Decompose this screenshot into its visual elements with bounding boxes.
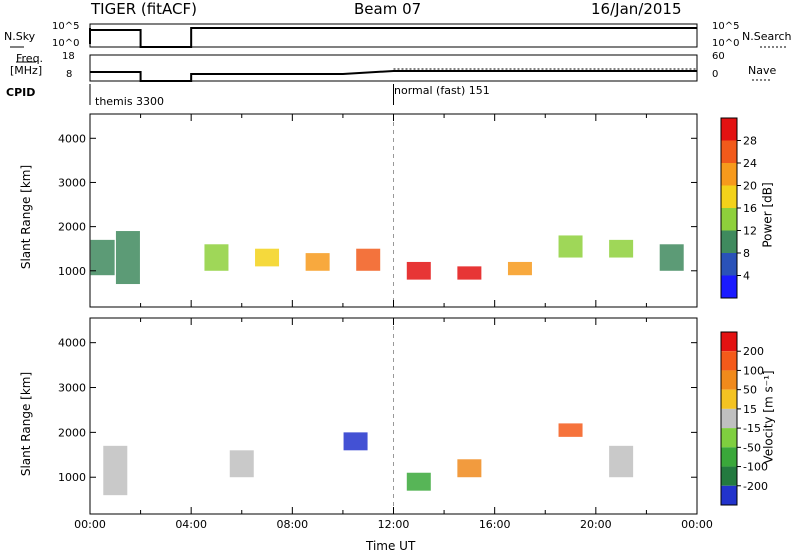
colorbar-tick-label: 28 xyxy=(743,135,757,148)
heat-cell xyxy=(457,459,482,478)
colorbar-swatch xyxy=(721,466,737,486)
colorbar-swatch xyxy=(721,208,737,231)
power-colorbar-label: Power [dB] xyxy=(760,182,775,248)
colorbar-swatch xyxy=(721,140,737,163)
colorbar-tick-label: 4 xyxy=(743,270,750,283)
nsky-tick-bottom: 10^0 xyxy=(52,38,80,49)
colorbar-tick-label: -200 xyxy=(743,480,768,493)
heat-cell xyxy=(609,239,634,258)
heat-cell xyxy=(90,239,115,276)
colorbar-tick-label: -15 xyxy=(743,422,761,435)
colorbar-swatch xyxy=(721,253,737,276)
colorbar-swatch xyxy=(721,370,737,390)
ytick-label: 3000 xyxy=(58,382,86,395)
ytick-label: 2000 xyxy=(58,221,86,234)
nsearch-label: N.Search xyxy=(742,30,792,43)
velocity-ylabel: Slant Range [km] xyxy=(19,371,34,477)
colorbar-tick-label: 16 xyxy=(743,202,757,215)
ytick-label: 4000 xyxy=(58,132,86,145)
colorbar-tick-label: 12 xyxy=(743,225,757,238)
ytick-label: 1000 xyxy=(58,471,86,484)
colorbar-swatch xyxy=(721,275,737,298)
xtick-label: 00:00 xyxy=(74,518,106,531)
beam-title: Beam 07 xyxy=(354,0,422,18)
heat-cell xyxy=(356,248,381,271)
nsearch-tick-top: 10^5 xyxy=(712,21,740,32)
heat-cell xyxy=(609,445,634,478)
cpid-mode-1: themis 3300 xyxy=(95,95,165,108)
colorbar-frame xyxy=(720,331,738,506)
ytick-label: 3000 xyxy=(58,176,86,189)
xtick-label: 04:00 xyxy=(175,518,207,531)
cpid-mode-2: normal (fast) 151 xyxy=(394,84,490,97)
heat-cell xyxy=(507,261,532,276)
heat-cell xyxy=(406,472,431,491)
power-ylabel: Slant Range [km] xyxy=(19,164,34,270)
colorbar-tick-label: 100 xyxy=(743,364,764,377)
colorbar-swatch xyxy=(721,163,737,186)
ytick-label: 2000 xyxy=(58,426,86,439)
nave-tick-bottom: 0 xyxy=(712,69,719,80)
velocity-colorbar-label: Velocity [m s⁻¹] xyxy=(761,370,776,464)
heat-cell xyxy=(558,423,583,437)
colorbar-swatch xyxy=(721,351,737,371)
colorbar-tick-label: -50 xyxy=(743,441,761,454)
freq-unit-label: [MHz] xyxy=(10,64,43,77)
freq-tick-bottom: 8 xyxy=(66,69,73,80)
colorbar-swatch xyxy=(721,118,737,141)
heat-cell xyxy=(229,450,254,478)
xtick-label: 08:00 xyxy=(276,518,308,531)
nave-tick-top: 60 xyxy=(712,51,725,62)
colorbar-swatch xyxy=(721,408,737,429)
colorbar-swatch xyxy=(721,428,737,448)
data-gap xyxy=(140,115,192,306)
x-axis-label: Time UT xyxy=(366,539,416,553)
date-title: 16/Jan/2015 xyxy=(591,0,682,18)
nave-label: Nave xyxy=(748,64,777,77)
xtick-label: 20:00 xyxy=(580,518,612,531)
summary-box-1 xyxy=(89,54,698,82)
panel-1: 1000 2000 3000 4000 200 100 50 15 -15 -50 -100 -200 xyxy=(58,317,768,515)
colorbar-tick-label: 200 xyxy=(743,345,764,358)
freq-tick-top: 18 xyxy=(62,51,75,62)
colorbar-tick-label: 8 xyxy=(743,247,750,260)
data-gap xyxy=(140,319,192,513)
xtick-label: 16:00 xyxy=(479,518,511,531)
heat-cell xyxy=(255,248,280,267)
radar-title: TIGER (fitACF) xyxy=(91,0,198,18)
colorbar-swatch xyxy=(721,230,737,253)
nsearch-tick-bottom: 10^0 xyxy=(712,38,740,49)
xtick-label: 12:00 xyxy=(378,518,410,531)
heat-cell xyxy=(115,231,140,285)
nsky-tick-top: 10^5 xyxy=(52,21,80,32)
colorbar-swatch xyxy=(721,447,737,467)
ytick-label: 1000 xyxy=(58,265,86,278)
colorbar-tick-label: 24 xyxy=(743,157,757,170)
heat-cell xyxy=(659,244,684,271)
heat-cell xyxy=(343,432,368,451)
ytick-label: 4000 xyxy=(58,337,86,350)
colorbar-swatch xyxy=(721,185,737,208)
cpid-label: CPID xyxy=(6,86,36,99)
colorbar-tick-label: 20 xyxy=(743,180,757,193)
colorbar-tick-label: 15 xyxy=(743,403,757,416)
freq-label: Freq. xyxy=(16,52,44,65)
heat-cell xyxy=(204,244,229,271)
heat-cell xyxy=(558,235,583,258)
colorbar-tick-label: -100 xyxy=(743,461,768,474)
heat-cell xyxy=(406,261,431,280)
nsky-trace xyxy=(89,27,697,48)
heat-cell xyxy=(103,445,128,496)
panel-0: 1000 2000 3000 4000 4 8 12 16 20 24 28 xyxy=(58,113,757,308)
colorbar-swatch xyxy=(721,332,737,352)
nsky-label: N.Sky xyxy=(4,30,36,43)
colorbar-swatch xyxy=(721,485,737,505)
heat-cell xyxy=(457,266,482,280)
xtick-label: 00:00 xyxy=(681,518,713,531)
freq-trace xyxy=(90,70,697,82)
heat-cell xyxy=(305,253,330,271)
colorbar-tick-label: 50 xyxy=(743,384,757,397)
colorbar-swatch xyxy=(721,389,737,409)
